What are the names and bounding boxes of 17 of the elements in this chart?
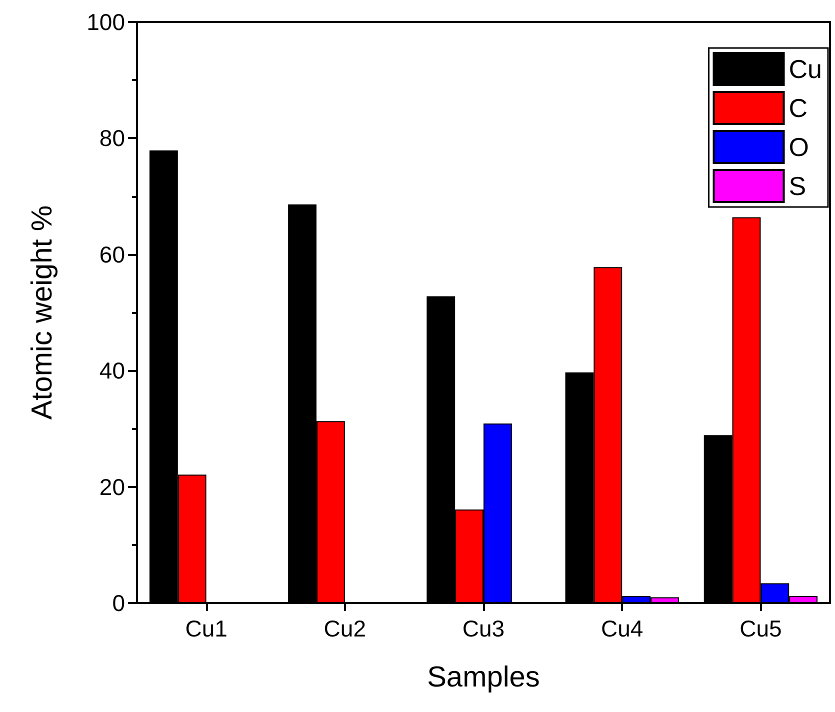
legend-label: Cu: [788, 54, 822, 84]
legend-label: O: [788, 132, 809, 162]
y-tick-label: 60: [99, 241, 125, 268]
y-tick-label: 0: [112, 590, 125, 616]
y-tick-label: 80: [99, 125, 125, 152]
y-axis-title: Atomic weight %: [26, 205, 58, 420]
legend-label: S: [788, 171, 806, 201]
x-tick-label: Cu5: [740, 616, 782, 642]
x-tick-label: Cu4: [601, 616, 644, 642]
legend-label: C: [788, 93, 808, 123]
y-tick-label: 40: [99, 358, 125, 384]
x-axis-title: Samples: [427, 662, 540, 694]
y-tick-label: 20: [99, 474, 125, 500]
y-tick-label: 100: [86, 9, 125, 35]
x-tick-label: Cu1: [185, 616, 228, 642]
x-tick-label: Cu3: [462, 616, 505, 642]
x-tick-label: Cu2: [324, 616, 366, 642]
